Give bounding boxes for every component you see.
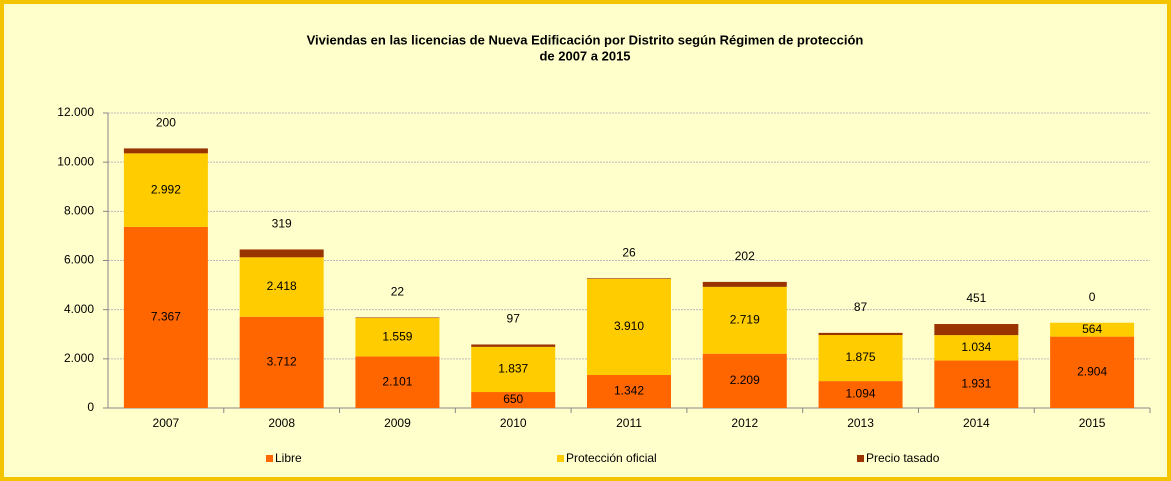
data-label: 2.904 bbox=[1077, 364, 1107, 378]
bar-segment bbox=[471, 392, 556, 408]
y-tick-label: 6.000 bbox=[64, 253, 94, 267]
data-label: 202 bbox=[735, 249, 755, 263]
data-label: 87 bbox=[854, 300, 868, 314]
bar-segment bbox=[818, 335, 903, 382]
bar-segment bbox=[702, 286, 787, 354]
data-label: 1.094 bbox=[846, 387, 876, 401]
bar-segment bbox=[239, 316, 324, 408]
y-tick-label: 2.000 bbox=[64, 351, 94, 365]
data-label: 0 bbox=[1089, 290, 1096, 304]
data-label: 1.342 bbox=[614, 384, 644, 398]
x-tick-label: 2008 bbox=[268, 416, 295, 430]
chart-title: Viviendas en las licencias de Nueva Edif… bbox=[307, 32, 864, 47]
y-tick-label: 10.000 bbox=[57, 154, 94, 168]
data-label: 200 bbox=[156, 116, 176, 130]
data-label: 97 bbox=[507, 312, 521, 326]
bar-segment bbox=[587, 278, 671, 279]
data-label: 564 bbox=[1082, 322, 1102, 336]
data-label: 2.101 bbox=[382, 374, 412, 388]
x-tick-label: 2011 bbox=[616, 416, 642, 430]
x-tick-label: 2015 bbox=[1079, 416, 1106, 430]
bar-segment bbox=[587, 278, 671, 376]
data-label: 22 bbox=[391, 285, 405, 299]
legend-label: Protección oficial bbox=[566, 451, 657, 465]
bar-segment bbox=[471, 344, 556, 347]
chart-subtitle: de 2007 a 2015 bbox=[539, 48, 630, 63]
y-tick-label: 8.000 bbox=[64, 204, 94, 218]
data-label: 7.367 bbox=[151, 310, 181, 324]
legend-swatch bbox=[857, 455, 864, 462]
bar-segment bbox=[934, 360, 1019, 408]
x-tick-label: 2007 bbox=[153, 416, 180, 430]
bar-segment bbox=[123, 148, 208, 154]
data-label: 1.837 bbox=[498, 362, 528, 376]
bar-segment bbox=[587, 375, 671, 408]
bar-segment bbox=[1050, 336, 1135, 408]
data-label: 650 bbox=[503, 392, 523, 406]
data-label: 2.719 bbox=[730, 312, 760, 326]
data-label: 319 bbox=[272, 217, 292, 231]
bar-segment bbox=[1050, 322, 1135, 337]
data-label: 26 bbox=[622, 245, 636, 259]
bar-segment bbox=[355, 356, 440, 408]
x-tick-label: 2009 bbox=[384, 416, 411, 430]
data-label: 1.559 bbox=[382, 329, 412, 343]
y-tick-label: 4.000 bbox=[64, 302, 94, 316]
y-tick-label: 12.000 bbox=[57, 105, 94, 119]
data-label: 2.209 bbox=[730, 373, 760, 387]
bar-segment bbox=[702, 353, 787, 408]
bar-segment bbox=[934, 324, 1019, 336]
x-tick-label: 2013 bbox=[847, 416, 874, 430]
bar-segment bbox=[123, 153, 208, 227]
bar-segment bbox=[818, 332, 903, 336]
bar-segment bbox=[818, 381, 903, 408]
bar-segment bbox=[355, 317, 440, 319]
legend-label: Libre bbox=[275, 451, 302, 465]
data-label: 2.418 bbox=[267, 279, 297, 293]
bar-segment bbox=[702, 281, 787, 287]
bar-segment bbox=[471, 346, 556, 393]
data-label: 3.910 bbox=[614, 319, 644, 333]
x-tick-label: 2014 bbox=[963, 416, 990, 430]
y-tick-label: 0 bbox=[87, 400, 94, 414]
data-label: 3.712 bbox=[267, 355, 297, 369]
data-label: 1.931 bbox=[961, 376, 991, 390]
x-tick-label: 2010 bbox=[500, 416, 527, 430]
bar-segment bbox=[355, 318, 440, 357]
legend-label: Precio tasado bbox=[866, 451, 940, 465]
data-label: 2.992 bbox=[151, 182, 181, 196]
data-label: 451 bbox=[966, 291, 986, 305]
data-label: 1.875 bbox=[846, 350, 876, 364]
data-label: 1.034 bbox=[961, 340, 991, 354]
bar-segment bbox=[239, 249, 324, 258]
legend-swatch bbox=[557, 455, 564, 462]
bar-segment bbox=[123, 226, 208, 408]
legend-swatch bbox=[266, 455, 273, 462]
x-tick-label: 2012 bbox=[731, 416, 758, 430]
bar-segment bbox=[934, 335, 1019, 361]
bar-segment bbox=[239, 257, 324, 317]
